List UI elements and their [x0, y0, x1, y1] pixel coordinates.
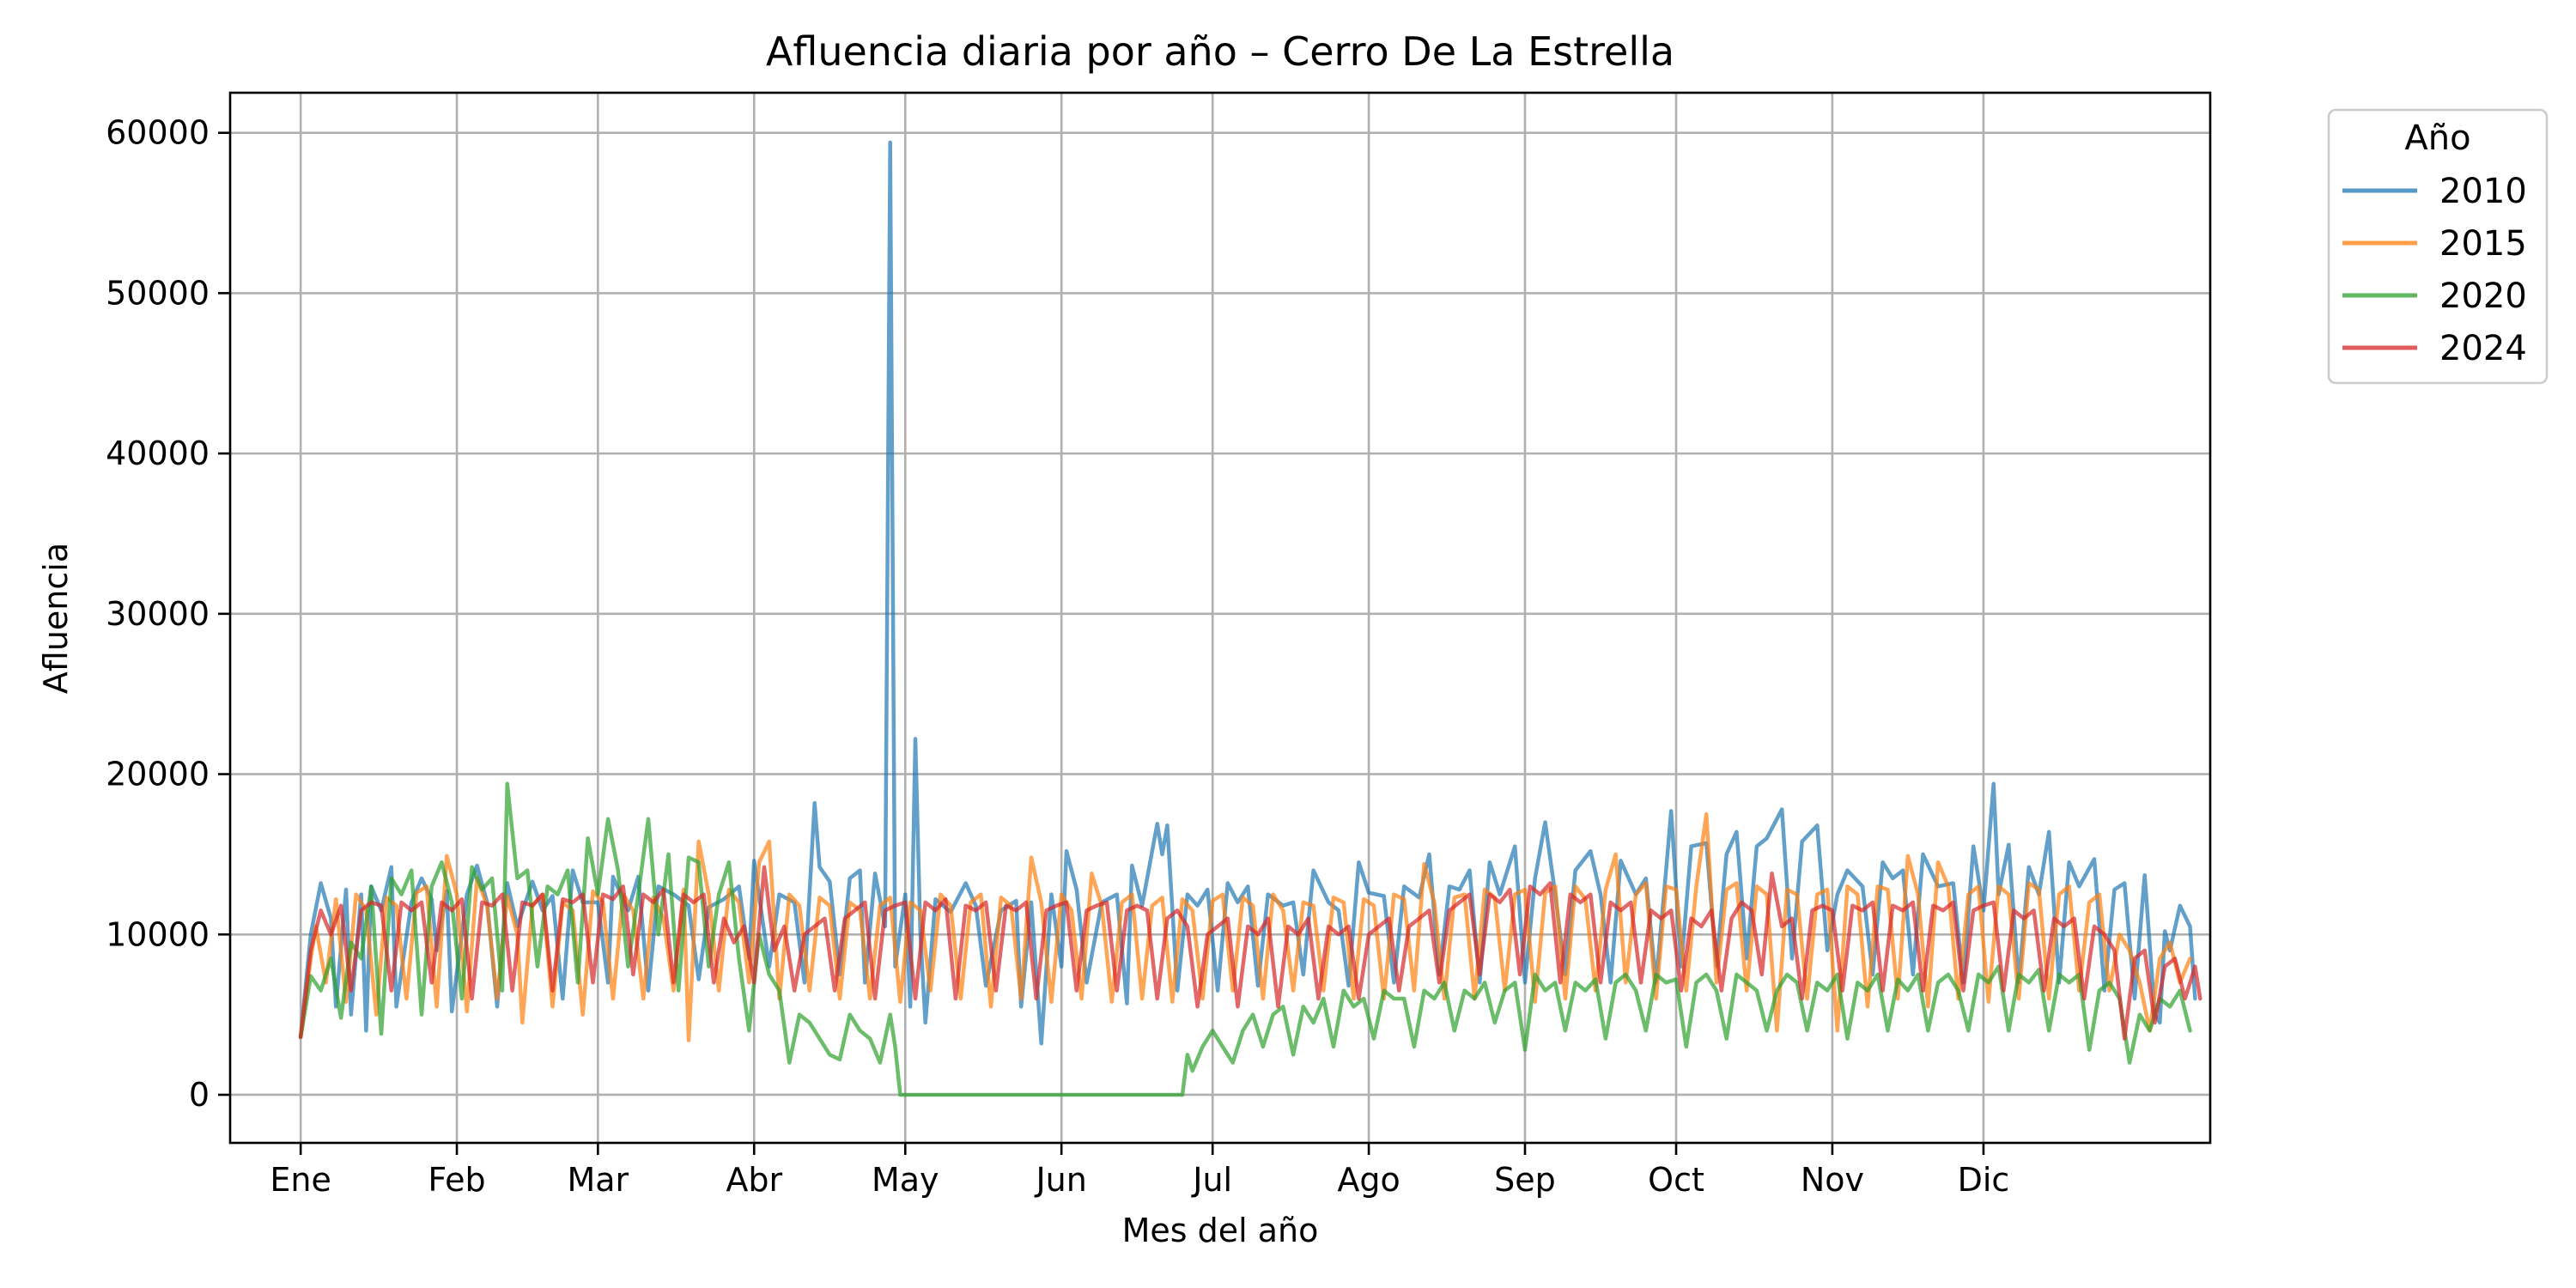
y-tick-label: 40000 — [106, 434, 210, 472]
series-line-2024 — [298, 865, 2202, 1041]
x-tick-label-jun: Jun — [1034, 1161, 1086, 1199]
x-tick-label-oct: Oct — [1648, 1161, 1704, 1199]
x-tick-label-feb: Feb — [428, 1161, 485, 1199]
series-line-2015 — [298, 811, 2192, 1042]
legend-items: 2010 2015 2020 2024 — [2342, 172, 2527, 368]
x-tick-label-nov: Nov — [1801, 1161, 1864, 1199]
y-axis-label: Afluencia — [37, 543, 75, 694]
x-tick-label-dic: Dic — [1958, 1161, 2010, 1199]
legend-label: 2024 — [2439, 329, 2527, 368]
x-axis-label: Mes del año — [1122, 1212, 1319, 1249]
legend-item-2015: 2015 — [2342, 224, 2527, 264]
x-tick-label-jul: Jul — [1191, 1161, 1232, 1199]
series-line-2010 — [298, 140, 2197, 1046]
y-tick-label: 20000 — [106, 756, 210, 793]
legend-item-2024: 2024 — [2342, 329, 2527, 368]
y-tick-label: 60000 — [106, 114, 210, 152]
legend: Año 2010 2015 2020 2024 — [2327, 108, 2549, 385]
series-lines — [298, 140, 2202, 1097]
legend-item-2010: 2010 — [2342, 172, 2527, 211]
plot-frame — [228, 91, 2212, 1145]
x-axis-ticks: Ene Feb Mar Abr May Jun Jul Ago Sep Oct Nov Dic — [270, 1143, 2009, 1199]
x-tick-label-abr: Abr — [726, 1161, 782, 1199]
x-tick-label-ene: Ene — [270, 1161, 331, 1199]
y-tick-label: 0 — [189, 1076, 210, 1114]
legend-label: 2010 — [2439, 172, 2527, 211]
x-tick-label-ago: Ago — [1337, 1161, 1400, 1199]
chart-title: Afluencia diaria por año – Cerro De La E… — [766, 28, 1674, 75]
y-axis-ticks: 0 10000 20000 30000 40000 50000 60000 — [106, 114, 230, 1114]
legend-label: 2015 — [2439, 224, 2527, 264]
legend-item-2020: 2020 — [2342, 276, 2527, 316]
y-tick-label: 10000 — [106, 915, 210, 953]
y-tick-label: 30000 — [106, 595, 210, 633]
legend-frame — [2327, 108, 2549, 385]
grid — [230, 93, 2210, 1143]
legend-label: 2020 — [2439, 276, 2527, 316]
series-line-2020 — [298, 781, 2192, 1097]
x-tick-label-may: May — [872, 1161, 939, 1199]
x-tick-label-mar: Mar — [567, 1161, 629, 1199]
legend-title: Año — [2404, 118, 2470, 158]
x-tick-label-sep: Sep — [1494, 1161, 1556, 1199]
y-tick-label: 50000 — [106, 274, 210, 312]
